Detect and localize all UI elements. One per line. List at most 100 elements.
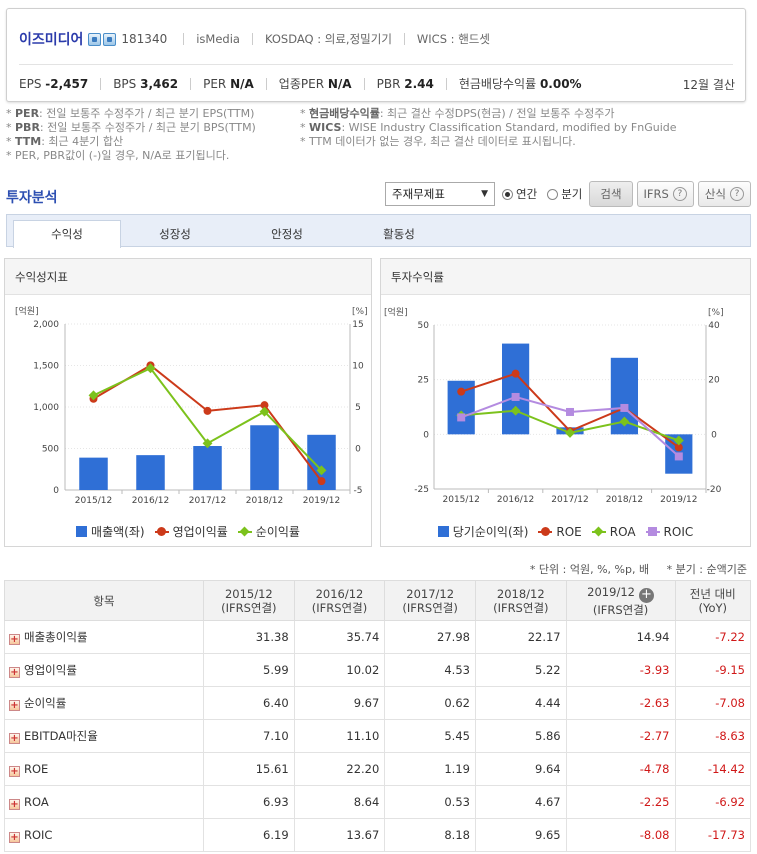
tab-growth[interactable]: 성장성 <box>159 227 191 241</box>
expand-plus-icon[interactable]: + <box>9 700 20 711</box>
value-cell: 5.22 <box>474 653 567 687</box>
ifrs-help-button[interactable]: IFRS? <box>636 181 694 207</box>
line-point[interactable] <box>88 390 99 401</box>
legend-item[interactable]: 당기순이익(좌) <box>437 523 529 540</box>
left-tick-label: 500 <box>42 445 59 455</box>
line-point[interactable] <box>457 387 466 396</box>
table-row: + 영업이익률 5.99 10.02 4.53 5.22 -3.93 -9.15 <box>4 653 751 687</box>
legend-item[interactable]: 매출액(좌) <box>76 523 145 540</box>
bar[interactable] <box>193 446 222 490</box>
line-point[interactable] <box>566 407 574 416</box>
row-name-cell[interactable]: + ROA <box>4 785 204 819</box>
line-point[interactable] <box>457 413 466 422</box>
bar[interactable] <box>136 455 165 490</box>
line-point[interactable] <box>565 427 575 438</box>
line-point[interactable] <box>317 477 326 486</box>
value-cell: -2.77 <box>565 719 676 753</box>
line-point[interactable] <box>260 401 269 410</box>
report-icon[interactable] <box>103 32 117 46</box>
row-name-cell[interactable]: + ROE <box>4 752 204 786</box>
statement-select[interactable]: 주재무제표 ▼ <box>385 182 496 206</box>
line-point[interactable] <box>511 392 520 401</box>
row-name-cell[interactable]: + 순이익률 <box>4 686 204 720</box>
header-period: 2017/12 (IFRS연결) <box>384 580 476 621</box>
legend-label: 당기순이익(좌) <box>452 525 529 539</box>
note-text: TTM 데이터가 없는 경우, 최근 결산 데이터로 표시됩니다. <box>309 135 576 148</box>
tab-profitability[interactable]: 수익성 <box>13 220 121 248</box>
tab-activity[interactable]: 활동성 <box>383 227 415 241</box>
legend-item[interactable]: 영업이익률 <box>154 523 228 540</box>
left-tick-label: 1,500 <box>33 362 59 372</box>
legend-label: ROIC <box>663 524 694 539</box>
expand-plus-icon[interactable]: + <box>9 765 20 777</box>
metric-label: EPS <box>19 77 42 91</box>
chart-legend: 당기순이익(좌) ROE ROA ROIC <box>381 523 750 540</box>
line-point[interactable] <box>511 369 520 378</box>
line-point[interactable] <box>620 403 629 412</box>
period-label: 2015/12 <box>224 586 273 601</box>
bar[interactable] <box>79 457 108 490</box>
value-cell: 5.99 <box>203 653 295 687</box>
radio-quarter[interactable]: 분기 <box>547 186 582 202</box>
metric-item: PBR 2.44 <box>363 77 446 91</box>
line-point[interactable] <box>145 363 156 374</box>
metric-item: PER N/A <box>190 78 266 90</box>
period-label: 2018/12 <box>496 586 545 601</box>
homepage-icon[interactable] <box>88 32 102 46</box>
legend-item[interactable]: 순이익률 <box>237 523 300 540</box>
line-point[interactable] <box>510 405 521 416</box>
x-tick-label: 2016/12 <box>497 495 534 505</box>
legend-item[interactable]: ROE <box>538 523 582 540</box>
legend-item[interactable]: ROIC <box>645 523 694 540</box>
row-name-cell[interactable]: + ROIC <box>4 818 204 852</box>
search-button[interactable]: 검색 <box>589 181 633 207</box>
line-point[interactable] <box>316 465 327 476</box>
row-name: ROIC <box>24 827 53 842</box>
row-name: ROA <box>24 794 49 809</box>
legend-item[interactable]: ROA <box>591 523 636 540</box>
section-title: 투자분석 <box>6 190 58 206</box>
table-row: + EBITDA마진율 7.10 11.10 5.45 5.86 -2.77 -8.63 <box>4 719 751 753</box>
formula-help-button[interactable]: 산식? <box>697 181 751 207</box>
x-tick-label: 2015/12 <box>75 496 112 506</box>
expand-plus-icon[interactable]: + <box>9 831 20 843</box>
right-tick-label: 5 <box>355 403 361 413</box>
company-name[interactable]: 이즈미디어 <box>19 32 84 48</box>
line-point[interactable] <box>202 438 213 449</box>
header-item: 항목 <box>4 580 204 621</box>
metric-label: 현금배당수익률 <box>458 77 537 91</box>
value-cell: 6.19 <box>203 818 295 852</box>
company-english-name: isMedia <box>183 33 252 45</box>
metric-value: 2.44 <box>404 77 434 91</box>
expand-plus-icon[interactable]: + <box>9 667 20 678</box>
basis-label: (IFRS연결) <box>402 600 458 615</box>
legend-marker <box>239 526 250 537</box>
expand-plus-icon[interactable]: + <box>9 798 20 810</box>
tab-stability[interactable]: 안정성 <box>271 227 303 241</box>
metric-value: N/A <box>230 77 254 91</box>
row-name-cell[interactable]: + EBITDA마진율 <box>4 719 204 753</box>
note-line: * PER: 전일 보통주 수정주가 / 최근 분기 EPS(TTM) <box>6 107 255 120</box>
bar[interactable] <box>502 343 530 435</box>
line-point[interactable] <box>673 435 684 446</box>
profitability-table: 항목 2015/12 (IFRS연결) 2016/12 (IFRS연결) 2017/12… <box>4 580 751 852</box>
bar[interactable] <box>250 425 279 490</box>
expand-plus-icon[interactable]: + <box>9 733 20 744</box>
line-point[interactable] <box>674 452 683 461</box>
basis-label: (IFRS연결) <box>493 600 549 615</box>
return-chart-panel: 투자수익률 [억원] [%] -25 0 25 50 -20 0 20 40 2015/12 2016… <box>380 258 751 547</box>
legend-marker <box>157 527 167 536</box>
control-bar: 주재무제표 ▼ 연간 분기 검색 IFRS? 산식? <box>385 181 751 207</box>
expand-plus-icon[interactable]: + <box>9 634 20 645</box>
line-point[interactable] <box>203 406 212 415</box>
x-tick-label: 2019/12 <box>303 496 340 506</box>
x-tick-label: 2017/12 <box>551 495 588 505</box>
row-name-cell[interactable]: + 매출총이익률 <box>4 620 204 654</box>
x-tick-label: 2015/12 <box>443 495 480 505</box>
radio-annual[interactable]: 연간 <box>502 186 537 202</box>
row-name: 순이익률 <box>24 696 67 710</box>
radio-checked-icon <box>502 188 514 200</box>
row-name-cell[interactable]: + 영업이익률 <box>4 653 204 687</box>
line-point[interactable] <box>674 443 683 452</box>
expand-columns-icon[interactable]: + <box>638 587 654 603</box>
